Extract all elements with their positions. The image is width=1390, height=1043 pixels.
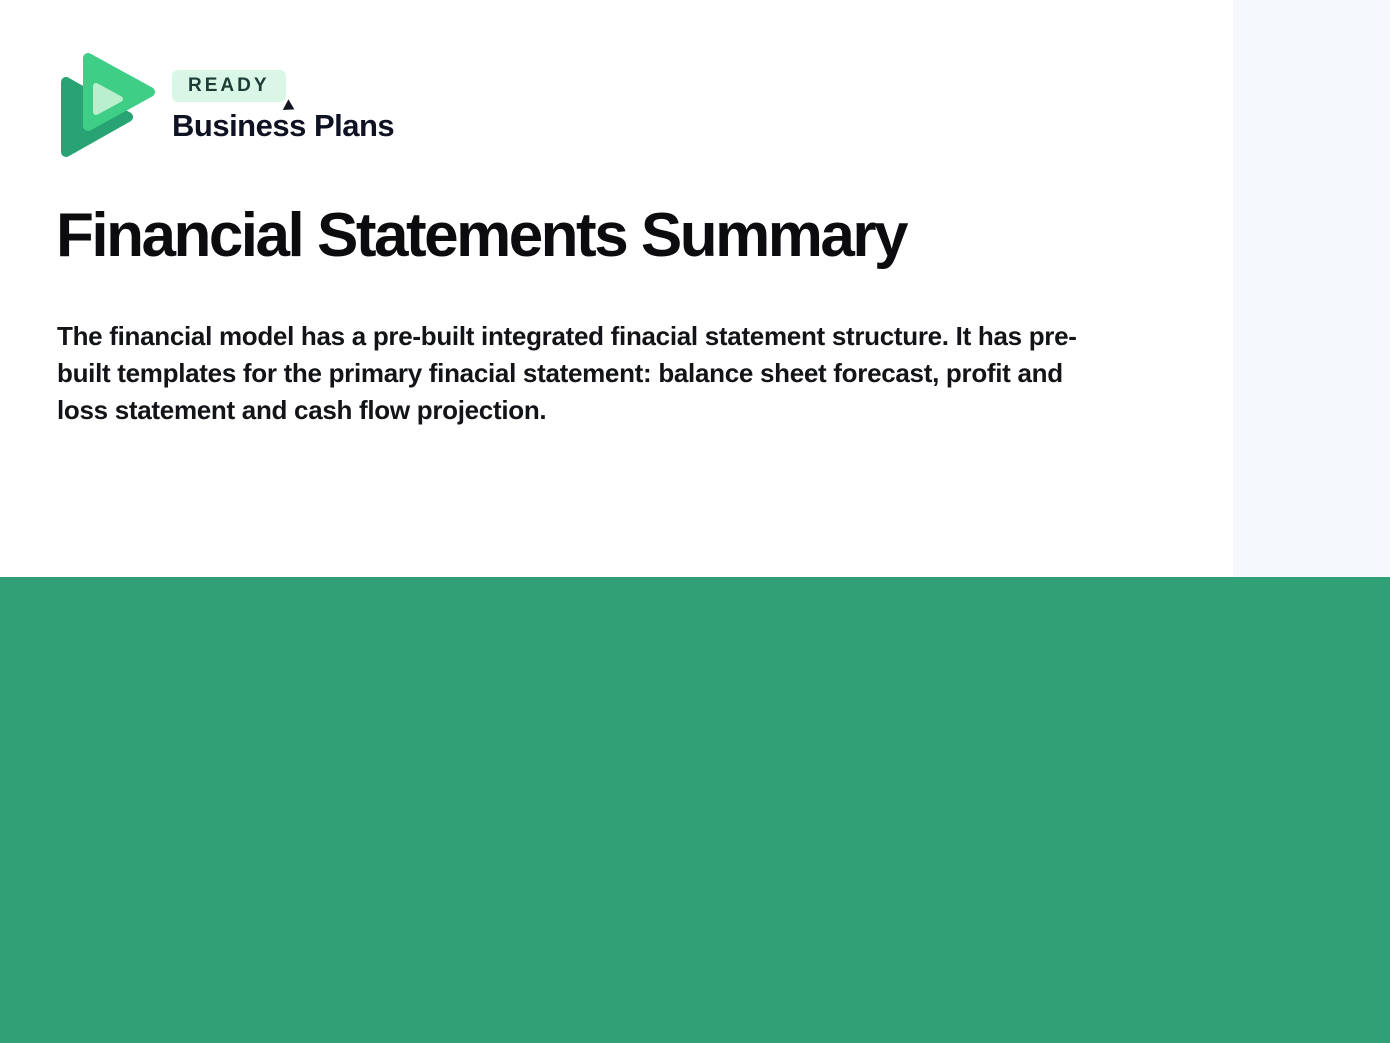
hero-section: READY Business Plans Financial Statement… — [56, 0, 1390, 577]
decorative-strip — [1233, 0, 1390, 577]
brand-name: Business Plans — [172, 99, 395, 144]
page-description: The financial model has a pre-built inte… — [57, 321, 1077, 425]
ready-badge: READY — [172, 70, 286, 102]
brand-header: READY Business Plans — [58, 48, 395, 160]
play-logo-icon — [61, 53, 155, 157]
page-title: Financial Statements Summary — [56, 201, 908, 270]
brand-wordmark: READY Business Plans — [172, 70, 395, 144]
preview-band: Cash Flow Statement ($'000) - 2026 AprMa… — [0, 577, 1390, 1043]
